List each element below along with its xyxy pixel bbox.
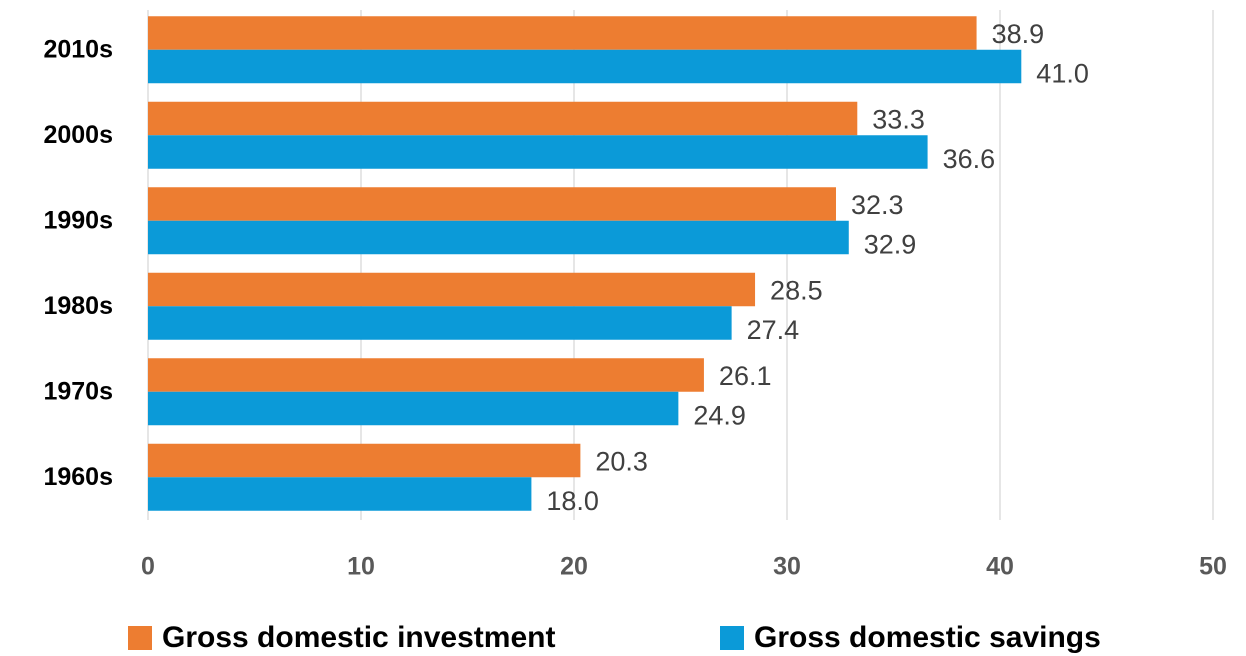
bar [148, 16, 977, 50]
bar [148, 220, 849, 255]
data-label: 26.1 [719, 361, 772, 391]
y-tick-label: 2000s [43, 121, 113, 149]
y-tick-label: 1970s [43, 377, 113, 405]
x-tick-label: 30 [773, 553, 801, 581]
bar [148, 306, 732, 340]
data-label: 28.5 [770, 276, 823, 306]
y-tick-label: 1990s [43, 206, 113, 234]
bar [148, 49, 1022, 84]
data-label: 36.6 [943, 144, 996, 174]
legend-label: Gross domestic investment [162, 621, 555, 654]
x-tick-label: 10 [347, 553, 375, 581]
y-tick-label: 1980s [43, 292, 113, 320]
data-label: 24.9 [693, 401, 746, 431]
x-tick-label: 40 [986, 553, 1014, 581]
x-tick-label: 50 [1199, 553, 1227, 581]
data-label: 32.9 [864, 230, 917, 260]
data-label: 38.9 [992, 19, 1045, 49]
y-tick-label: 2010s [43, 35, 113, 63]
bar [148, 135, 928, 169]
bar [148, 272, 756, 307]
data-label: 33.3 [872, 105, 925, 135]
bar [148, 443, 581, 478]
bar [148, 391, 679, 426]
data-label: 41.0 [1036, 59, 1089, 89]
y-tick-label: 1960s [43, 463, 113, 491]
legend-swatch [720, 626, 744, 650]
x-tick-label: 0 [141, 553, 155, 581]
bar [148, 187, 836, 221]
data-label: 27.4 [747, 315, 800, 345]
bar [148, 358, 704, 392]
data-label: 32.3 [851, 190, 904, 220]
x-tick-label: 20 [560, 553, 588, 581]
legend-swatch [128, 626, 152, 650]
legend-label: Gross domestic savings [754, 621, 1101, 654]
data-label: 18.0 [546, 486, 599, 516]
bar [148, 477, 532, 511]
data-label: 20.3 [595, 447, 648, 477]
bar [148, 101, 858, 136]
